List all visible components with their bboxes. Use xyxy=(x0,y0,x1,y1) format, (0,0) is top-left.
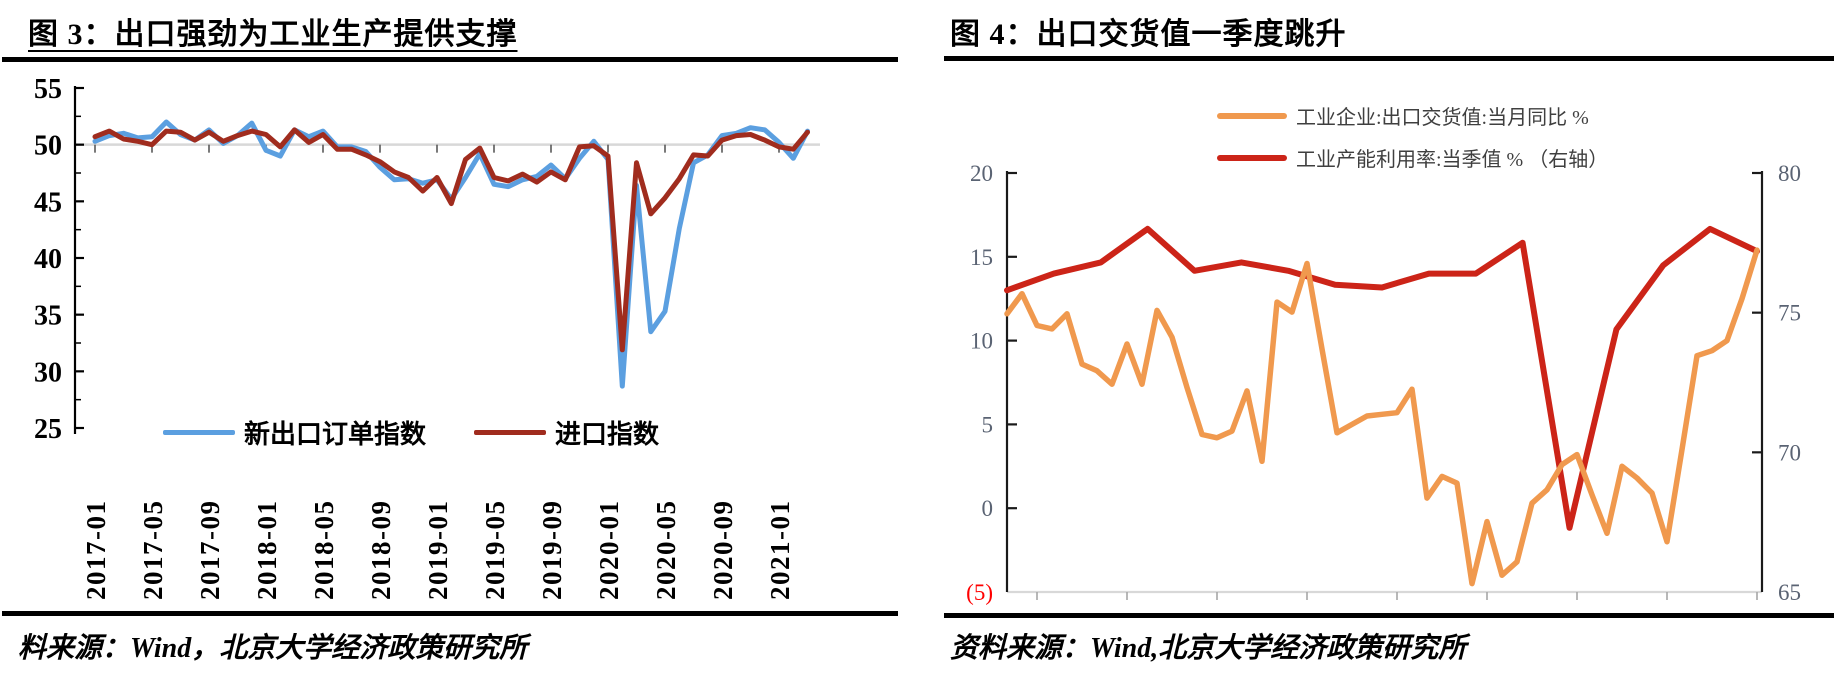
figure3-bottom-rule xyxy=(2,611,898,616)
export-orders-line-swatch xyxy=(163,430,235,435)
figure4-source-text: 资料来源：Wind,北京大学经济政策研究所 xyxy=(950,633,1467,664)
svg-text:2018-09: 2018-09 xyxy=(366,500,396,601)
svg-text:2019-01: 2019-01 xyxy=(423,500,453,601)
svg-text:70: 70 xyxy=(1778,440,1801,465)
svg-text:55: 55 xyxy=(34,74,62,105)
svg-text:35: 35 xyxy=(34,301,62,332)
svg-text:2019-05: 2019-05 xyxy=(480,500,510,601)
svg-text:0: 0 xyxy=(982,496,994,521)
svg-text:2017-05: 2017-05 xyxy=(138,500,168,601)
svg-text:10: 10 xyxy=(970,329,993,354)
svg-text:80: 80 xyxy=(1778,161,1801,186)
svg-text:20: 20 xyxy=(970,161,993,186)
svg-text:40: 40 xyxy=(34,244,62,275)
export-delivery-legend-label: 工业企业:出口交货值:当月同比 % xyxy=(1296,107,1589,129)
svg-text:25: 25 xyxy=(34,414,62,445)
figure4-bottom-rule xyxy=(944,613,1834,618)
figure3-chart: 55 50 45 40 35 30 25 2017-01 2017-05 2017-09 2018-… xyxy=(34,74,820,601)
capacity-utilization-legend-label: 工业产能利用率:当季值 % （右轴） xyxy=(1296,149,1609,171)
import-index-legend-label: 进口指数 xyxy=(555,420,660,449)
svg-text:2018-05: 2018-05 xyxy=(309,500,339,601)
svg-text:2018-01: 2018-01 xyxy=(252,500,282,601)
figure3-title: 图 3：出口强劲为工业生产提供支撑 xyxy=(28,18,518,51)
svg-text:45: 45 xyxy=(34,187,62,218)
export-delivery-line-swatch xyxy=(1217,112,1287,119)
capacity-utilization-line-swatch xyxy=(1217,154,1287,161)
svg-text:50: 50 xyxy=(34,131,62,162)
svg-text:75: 75 xyxy=(1778,301,1801,326)
figure3-source-text: 料来源：Wind，北京大学经济政策研究所 xyxy=(18,633,528,664)
import-index-line-swatch xyxy=(474,430,547,435)
svg-text:(5): (5) xyxy=(966,580,993,605)
figure4-top-rule xyxy=(944,56,1834,61)
svg-text:2017-01: 2017-01 xyxy=(81,500,111,601)
svg-text:30: 30 xyxy=(34,357,62,388)
figure4-title: 图 4：出口交货值一季度跳升 xyxy=(950,18,1347,51)
svg-text:15: 15 xyxy=(970,245,993,270)
svg-text:2019-09: 2019-09 xyxy=(537,500,567,601)
figure4-legend-item-export-delivery: 工业企业:出口交货值:当月同比 % xyxy=(1217,101,1589,130)
figure4-legend-item-capacity-utilization: 工业产能利用率:当季值 % （右轴） xyxy=(1217,143,1608,172)
figure3-top-rule xyxy=(2,57,898,62)
export-orders-legend-label: 新出口订单指数 xyxy=(244,420,427,449)
svg-text:65: 65 xyxy=(1778,580,1801,605)
svg-text:2017-09: 2017-09 xyxy=(195,500,225,601)
svg-text:2020-01: 2020-01 xyxy=(594,500,624,601)
figure3-legend-item-export-orders: 新出口订单指数 xyxy=(163,414,426,451)
svg-text:2020-09: 2020-09 xyxy=(708,500,738,601)
figure3-legend-item-imports: 进口指数 xyxy=(474,414,659,451)
svg-text:2021-01: 2021-01 xyxy=(765,500,795,601)
figure3-legend: 新出口订单指数 进口指数 xyxy=(163,414,659,451)
svg-text:5: 5 xyxy=(982,412,994,437)
svg-text:2020-05: 2020-05 xyxy=(651,500,681,601)
figure4-chart: 20 15 10 5 0 (5) 80 75 70 65 xyxy=(966,161,1801,605)
